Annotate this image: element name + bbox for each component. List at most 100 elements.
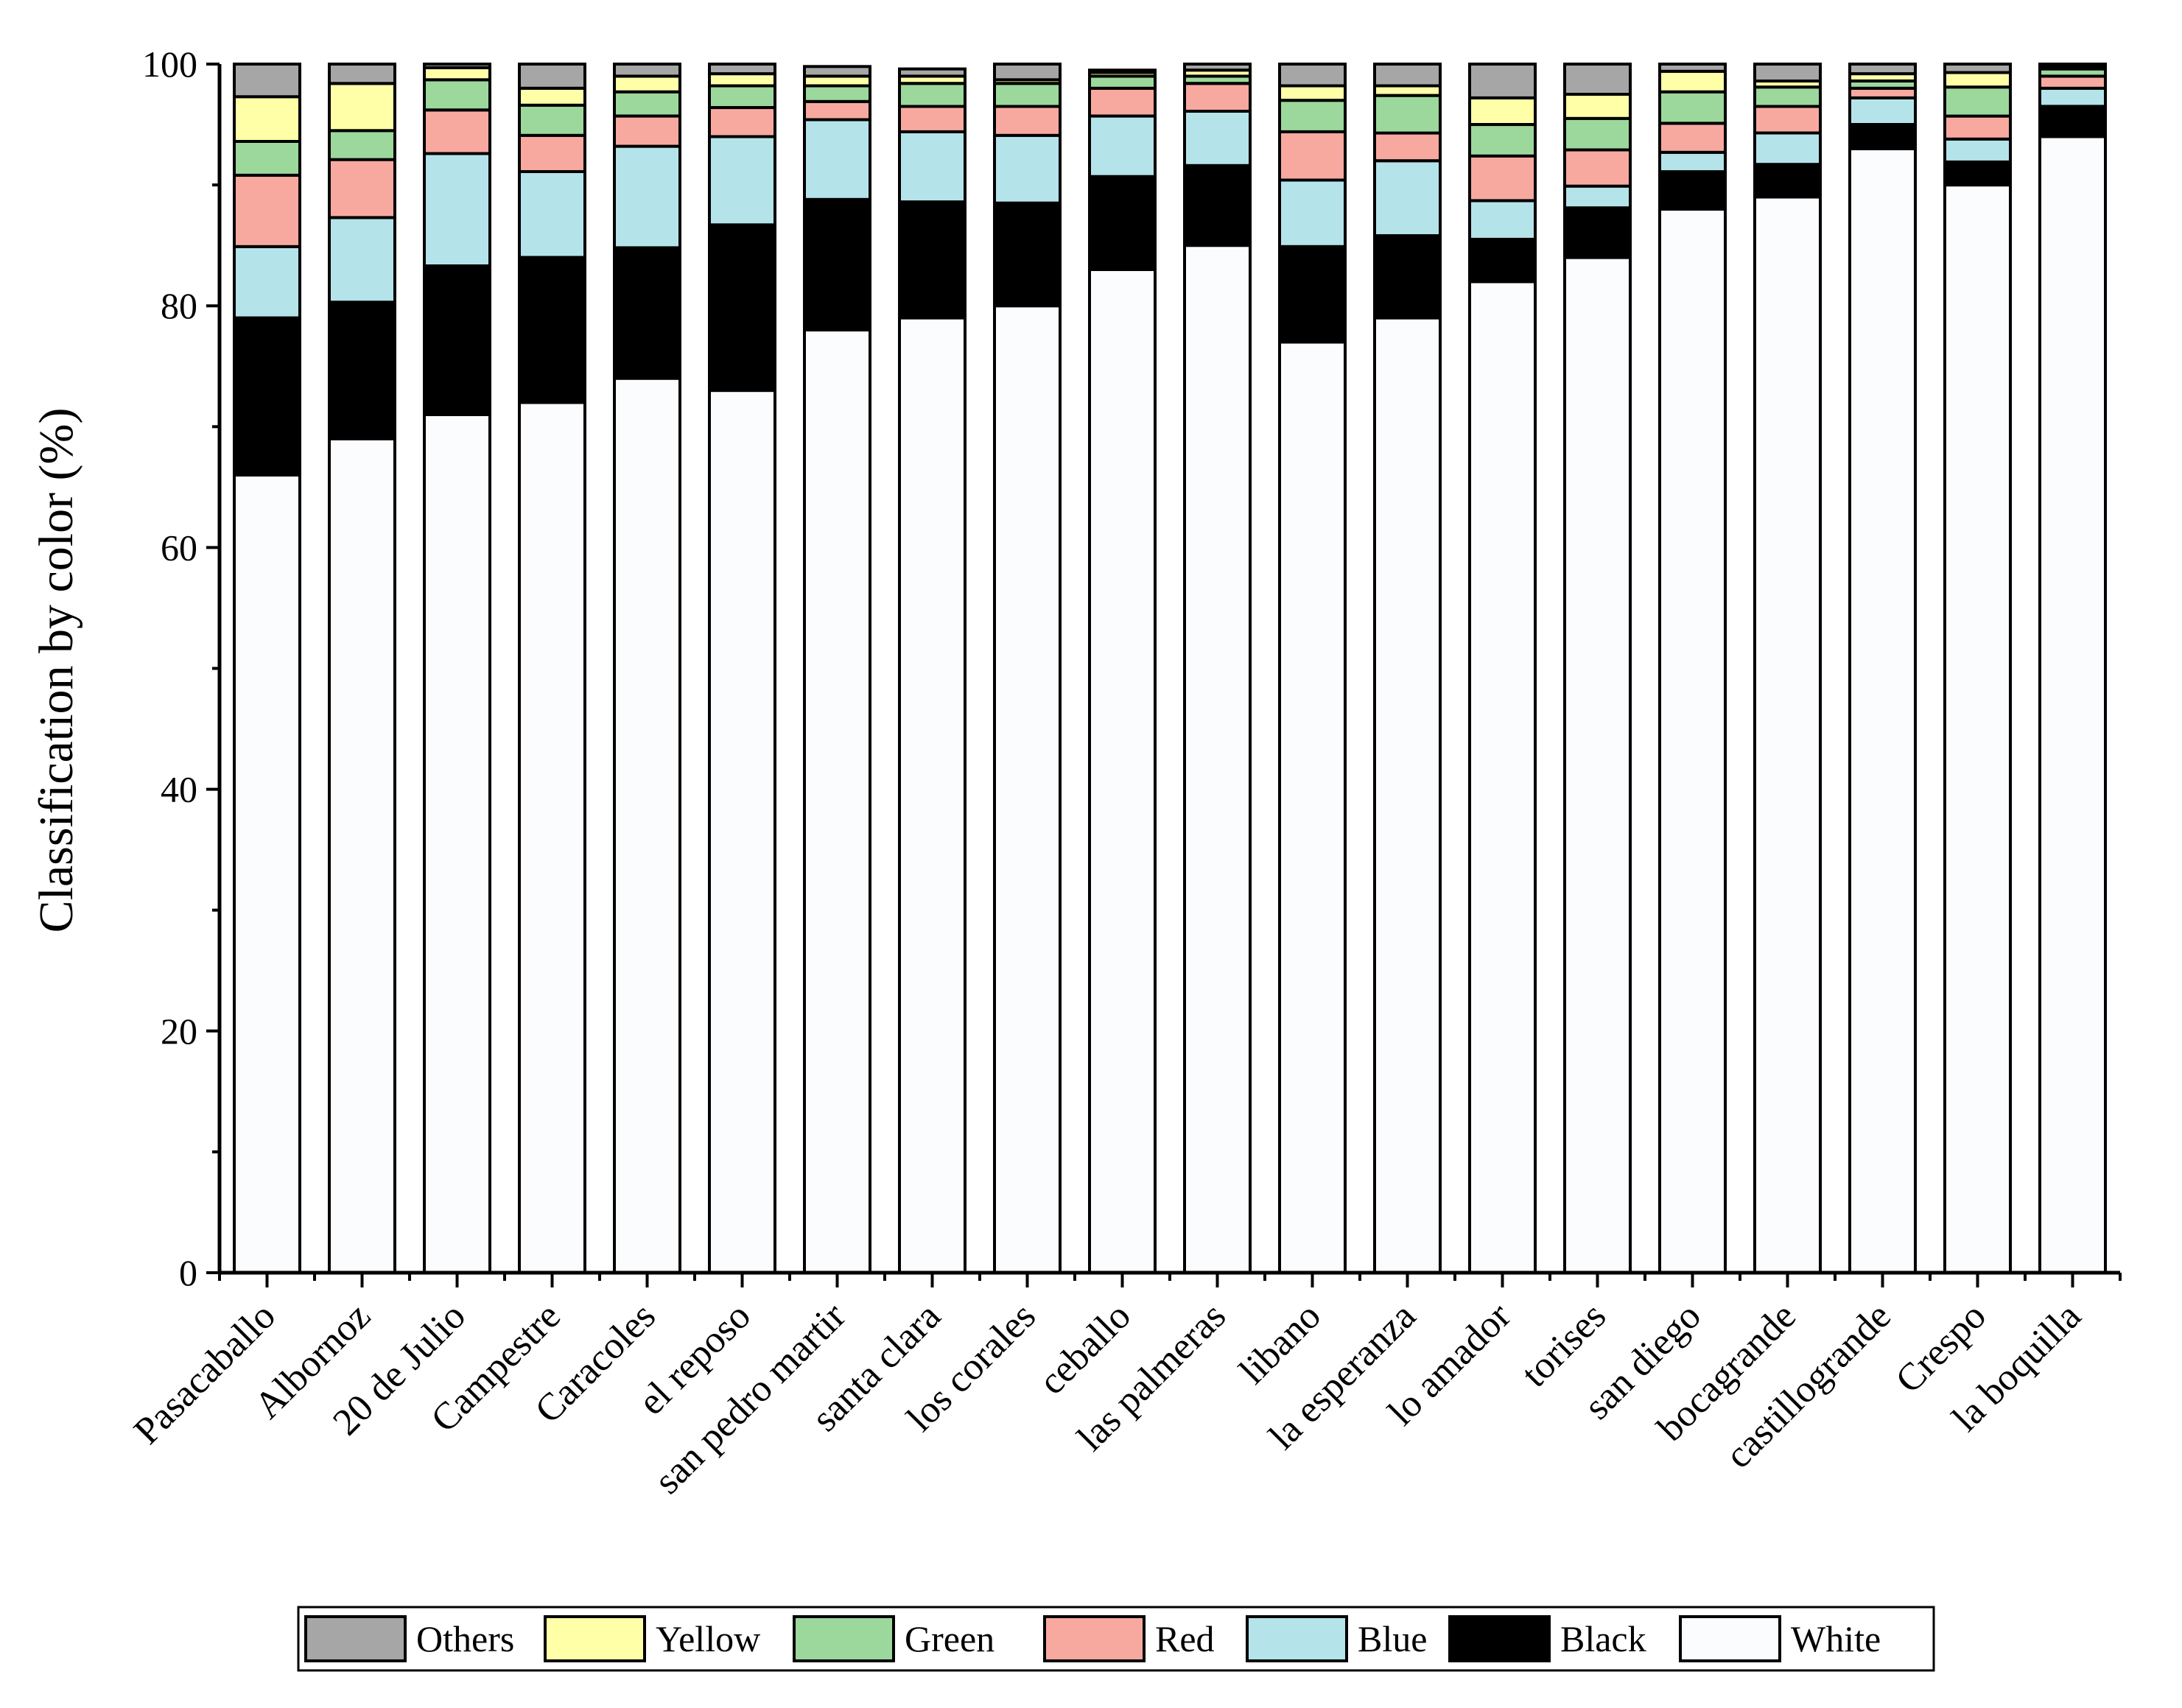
- bar-segment-white: [708, 389, 776, 1274]
- bar-segment-green: [233, 140, 301, 177]
- bar-segment-white: [613, 376, 681, 1275]
- bar-segment-blue: [1943, 137, 2012, 164]
- bar-segment-red: [1373, 131, 1442, 163]
- bar-segment-black: [1848, 123, 1917, 150]
- legend-swatch-green: [793, 1615, 895, 1662]
- bars-layer: [233, 63, 2107, 1275]
- bar-segment-others: [708, 63, 776, 76]
- bar-segment-black: [613, 246, 681, 380]
- bar-segment-blue: [423, 152, 491, 267]
- y-axis-label: Classification by color (%): [29, 408, 83, 933]
- bar-segment-white: [1943, 183, 2012, 1275]
- bar-segment-green: [1373, 94, 1442, 135]
- bar-segment-white: [1658, 207, 1727, 1274]
- bar-segment-green: [1943, 85, 2012, 118]
- bar-segment-white: [1753, 195, 1822, 1274]
- bar-segment-others: [1278, 63, 1347, 88]
- bar-segment-black: [1658, 170, 1727, 211]
- bar-segment-white: [1468, 280, 1537, 1274]
- y-tick-label: 0: [179, 1252, 197, 1293]
- x-category-label: castillogrande: [1717, 1295, 1899, 1477]
- bar-segment-blue: [233, 245, 301, 320]
- bar-segment-blue: [1468, 199, 1537, 241]
- bar-segment-others: [233, 63, 301, 99]
- bar-segment-white: [898, 316, 967, 1275]
- bar-segment-green: [803, 84, 871, 103]
- bar-segment-blue: [1373, 159, 1442, 237]
- legend-label-white: White: [1791, 1618, 1881, 1659]
- bar-segment-white: [328, 437, 396, 1275]
- x-category-label: Pasacaballo: [126, 1295, 284, 1452]
- bar-segment-green: [423, 78, 491, 112]
- bar-segment-others: [1943, 63, 2012, 74]
- bar-segment-black: [803, 197, 871, 331]
- bar-segment-white: [1278, 340, 1347, 1274]
- bar-segment-others: [803, 65, 871, 78]
- bar-segment-black: [898, 200, 967, 320]
- bar-segment-blue: [898, 130, 967, 204]
- bar-segment-green: [1658, 90, 1727, 125]
- bar-segment-white: [1088, 268, 1157, 1274]
- bar-segment-red: [993, 105, 1062, 137]
- bar-segment-yellow: [233, 95, 301, 144]
- bar-segment-others: [993, 63, 1062, 82]
- bar-segment-black: [1373, 234, 1442, 320]
- bar-segment-black: [1468, 237, 1537, 284]
- legend-label-yellow: Yellow: [656, 1618, 760, 1659]
- bar-segment-yellow: [1278, 84, 1347, 102]
- bar-segment-white: [1373, 316, 1442, 1275]
- y-tick-label: 100: [142, 43, 197, 85]
- bar-segment-yellow: [328, 82, 396, 133]
- bar-segment-yellow: [1563, 93, 1632, 120]
- y-tick-label: 40: [161, 769, 197, 810]
- bar-segment-others: [423, 63, 491, 69]
- bar-segment-blue: [1088, 114, 1157, 178]
- legend-swatch-blue: [1246, 1615, 1348, 1662]
- bar-segment-black: [518, 256, 586, 404]
- bar-segment-blue: [613, 144, 681, 250]
- bar-segment-blue: [708, 135, 776, 227]
- bar-segment-others: [1848, 63, 1917, 76]
- bar-segment-others: [2038, 63, 2107, 68]
- bar-segment-black: [328, 301, 396, 440]
- bar-segment-green: [1278, 99, 1347, 133]
- legend-label-green: Green: [905, 1618, 994, 1659]
- bar-segment-red: [233, 174, 301, 248]
- bar-segment-red: [1563, 148, 1632, 188]
- bar-segment-red: [803, 99, 871, 122]
- bar-segment-red: [2038, 74, 2107, 90]
- bar-segment-red: [328, 158, 396, 219]
- bar-segment-blue: [1753, 131, 1822, 166]
- bar-segment-white: [803, 328, 871, 1274]
- bar-segment-others: [898, 67, 967, 78]
- legend-swatch-red: [1043, 1615, 1146, 1662]
- legend-label-red: Red: [1155, 1618, 1215, 1659]
- bar-segment-yellow: [1468, 96, 1537, 126]
- bar-segment-black: [1943, 160, 2012, 187]
- bar-segment-green: [898, 82, 967, 108]
- legend-label-black: Black: [1560, 1618, 1646, 1659]
- bar-segment-black: [1563, 206, 1632, 259]
- bar-segment-black: [708, 223, 776, 393]
- bar-segment-blue: [1183, 110, 1252, 167]
- y-tick-label: 60: [161, 527, 197, 568]
- bar-segment-yellow: [613, 74, 681, 94]
- bar-segment-red: [708, 106, 776, 138]
- bar-segment-blue: [328, 216, 396, 304]
- bar-segment-red: [1088, 86, 1157, 118]
- bar-segment-others: [1088, 68, 1157, 74]
- bar-segment-others: [1563, 63, 1632, 96]
- bar-segment-others: [518, 63, 586, 90]
- bar-segment-white: [1563, 256, 1632, 1275]
- bar-segment-blue: [993, 133, 1062, 205]
- bar-segment-red: [1183, 82, 1252, 113]
- bar-segment-red: [1468, 154, 1537, 203]
- bar-segment-yellow: [518, 86, 586, 107]
- bar-segment-blue: [1278, 178, 1347, 248]
- bar-segment-blue: [1848, 96, 1917, 126]
- bar-segment-black: [2038, 105, 2107, 138]
- bar-segment-red: [613, 114, 681, 148]
- bar-segment-red: [1753, 105, 1822, 135]
- legend-swatch-white: [1679, 1615, 1781, 1662]
- bar-segment-blue: [2038, 86, 2107, 108]
